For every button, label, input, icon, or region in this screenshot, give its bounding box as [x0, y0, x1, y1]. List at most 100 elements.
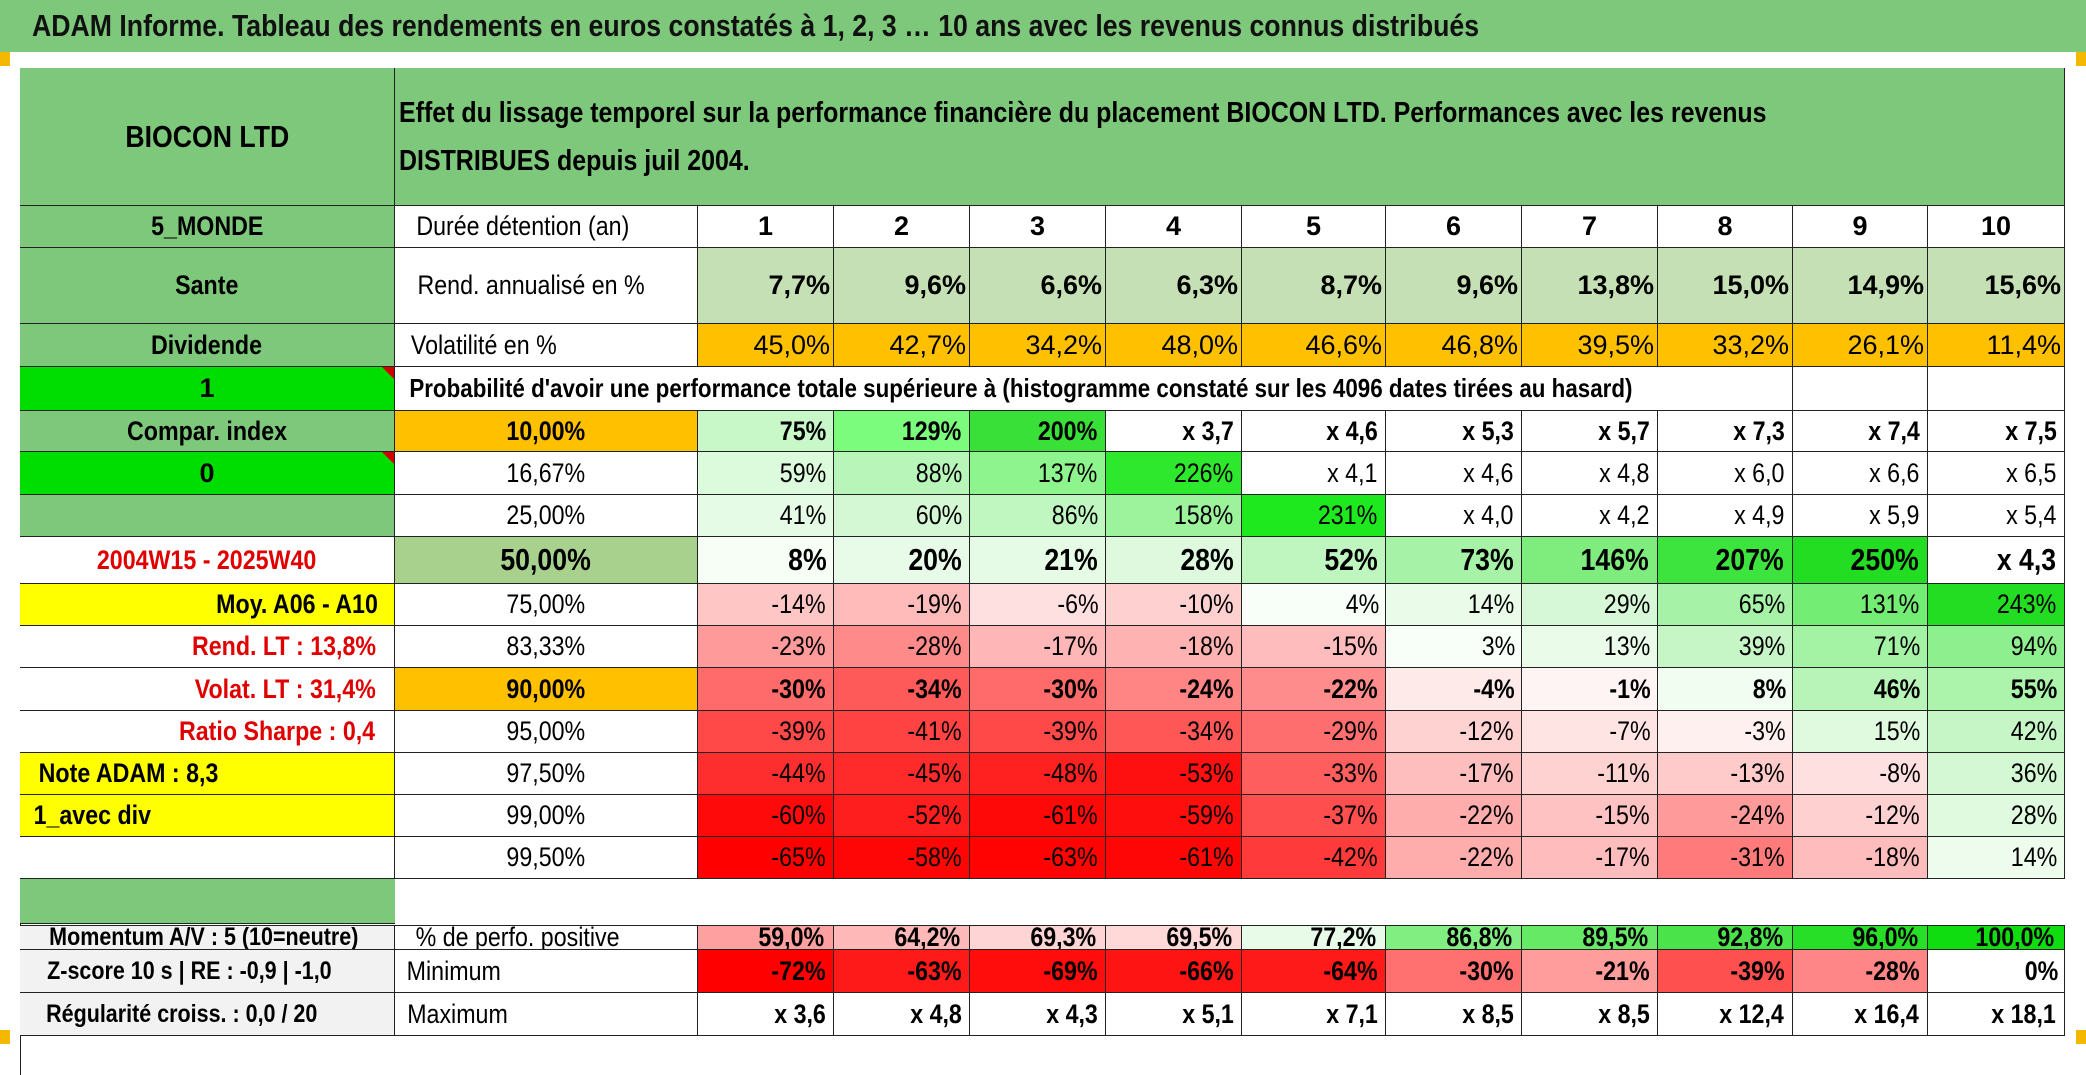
quantile-value: -58% [834, 837, 970, 879]
pos-value-text: 69,3% [1030, 925, 1097, 950]
year-header-text: 8 [1717, 211, 1733, 241]
rend-value-text: 13,8% [1577, 270, 1654, 300]
quantile-value-text: x 4,6 [1326, 415, 1378, 446]
quantile-value-text: -33% [1323, 758, 1378, 788]
quantile-label-text: 99,50% [506, 842, 586, 872]
min-value: -28% [1793, 950, 1928, 993]
quantile-value-text: 46% [1873, 673, 1921, 704]
quantile-value-text: x 4,1 [1327, 457, 1378, 488]
vol-value-text: 46,6% [1305, 329, 1382, 360]
empty-cell [1928, 367, 2065, 411]
quantile-value-text: x 4,0 [1463, 500, 1514, 530]
quantile-value: x 7,5 [1928, 411, 2065, 452]
rend-value-text: 6,6% [1040, 270, 1102, 300]
quantile-value: x 6,5 [1928, 452, 2065, 495]
quantile-value: -28% [834, 626, 970, 668]
max-label: Maximum [395, 993, 698, 1036]
pos-value: 86,8% [1386, 925, 1522, 950]
quantile-value: 55% [1928, 668, 2065, 711]
quantile-value: x 5,9 [1793, 495, 1928, 537]
quantile-value-text: -28% [907, 631, 962, 661]
quantile-value-text: 243% [1996, 589, 2057, 619]
quantile-value-text: -17% [1459, 758, 1514, 788]
quantile-value: 42% [1928, 711, 2065, 753]
rend-lt-label-text: Rend. LT : 13,8% [191, 631, 377, 661]
quantile-value: -52% [834, 795, 970, 837]
quantile-value-text: -10% [1179, 589, 1234, 619]
rend-value-text: 6,3% [1176, 270, 1238, 300]
quantile-value-text: x 4,8 [1599, 457, 1650, 488]
min-value: 0% [1928, 950, 2065, 993]
quantile-value-text: 8% [788, 542, 827, 577]
rend-value: 13,8% [1522, 248, 1658, 324]
quantile-value: -44% [698, 753, 834, 795]
year-header-text: 4 [1165, 211, 1182, 241]
period-label-text: 2004W15 - 2025W40 [97, 544, 317, 575]
quantile-value: 131% [1793, 584, 1928, 626]
quantile-value: -17% [970, 626, 1106, 668]
quantile-value: -24% [1106, 668, 1242, 711]
quantile-label: 90,00% [395, 668, 698, 711]
quantile-value-text: -22% [1459, 842, 1514, 872]
quantile-value: -22% [1242, 668, 1386, 711]
quantile-value: -39% [698, 711, 834, 753]
quantile-value: -12% [1386, 711, 1522, 753]
pos-value: 96,0% [1793, 925, 1928, 950]
quantile-value: 14% [1928, 837, 2065, 879]
quantile-value-text: 226% [1173, 457, 1234, 488]
max-value-text: x 12,4 [1719, 998, 1784, 1029]
quantile-value: -7% [1522, 711, 1658, 753]
returns-table: BIOCON LTD Effet du lissage temporel sur … [20, 68, 2065, 1075]
region-label: 5_MONDE [20, 206, 395, 248]
quantile-value-text: 21% [1044, 542, 1098, 577]
quantile-value: 137% [970, 452, 1106, 495]
max-value: x 8,5 [1386, 993, 1522, 1036]
type-label-text: Dividende [151, 329, 263, 360]
quantile-value: -11% [1522, 753, 1658, 795]
quantile-value: 226% [1106, 452, 1242, 495]
sector-label: Sante [20, 248, 395, 324]
header-description-text: Effet du lissage temporel sur la perform… [399, 96, 1767, 177]
quantile-value-text: -6% [1057, 589, 1099, 619]
pos-value: 89,5% [1522, 925, 1658, 950]
quantile-value-text: 20% [908, 542, 962, 577]
min-value-text: 0% [2024, 955, 2059, 986]
max-value: x 16,4 [1793, 993, 1928, 1036]
quantile-value-text: -17% [1595, 842, 1650, 872]
quantile-value: x 4,6 [1386, 452, 1522, 495]
vol-value-text: 46,8% [1441, 329, 1518, 360]
quantile-value: x 4,1 [1242, 452, 1386, 495]
quantile-value: 59% [698, 452, 834, 495]
max-value: x 18,1 [1928, 993, 2065, 1036]
rend-label-text: Rend. annualisé en % [417, 270, 645, 300]
pos-label: % de perfo. positive [395, 925, 698, 950]
quantile-value: -48% [970, 753, 1106, 795]
max-value: x 12,4 [1658, 993, 1793, 1036]
quantile-value-text: 65% [1738, 589, 1786, 619]
max-value-text: x 8,5 [1462, 998, 1514, 1029]
quantile-value-text: 59% [779, 457, 827, 488]
sharpe-label-text: Ratio Sharpe : 0,4 [178, 716, 376, 746]
corner-marker [2076, 52, 2086, 66]
quantile-value-text: x 5,7 [1598, 415, 1650, 446]
rend-value: 8,7% [1242, 248, 1386, 324]
min-value-text: -63% [907, 955, 962, 986]
min-label-text: Minimum [406, 955, 501, 986]
quantile-label: 50,00% [395, 537, 698, 584]
min-value-text: -39% [1730, 955, 1785, 986]
quantile-value-text: x 6,0 [1734, 457, 1785, 488]
quantile-value: -39% [970, 711, 1106, 753]
volat-lt-label: Volat. LT : 31,4% [20, 668, 395, 711]
quantile-label-text: 99,00% [506, 800, 586, 830]
min-value: -69% [970, 950, 1106, 993]
quantile-value: -22% [1386, 795, 1522, 837]
quantile-value-text: -29% [1323, 716, 1378, 746]
quantile-value: 28% [1106, 537, 1242, 584]
rend-value-text: 9,6% [1456, 270, 1518, 300]
quantile-value: -6% [970, 584, 1106, 626]
quantile-value-text: x 6,6 [1869, 457, 1920, 488]
quantile-value: -31% [1658, 837, 1793, 879]
quantile-value-text: -34% [1179, 716, 1234, 746]
vol-label: Volatilité en % [395, 324, 698, 367]
quantile-value: -15% [1242, 626, 1386, 668]
